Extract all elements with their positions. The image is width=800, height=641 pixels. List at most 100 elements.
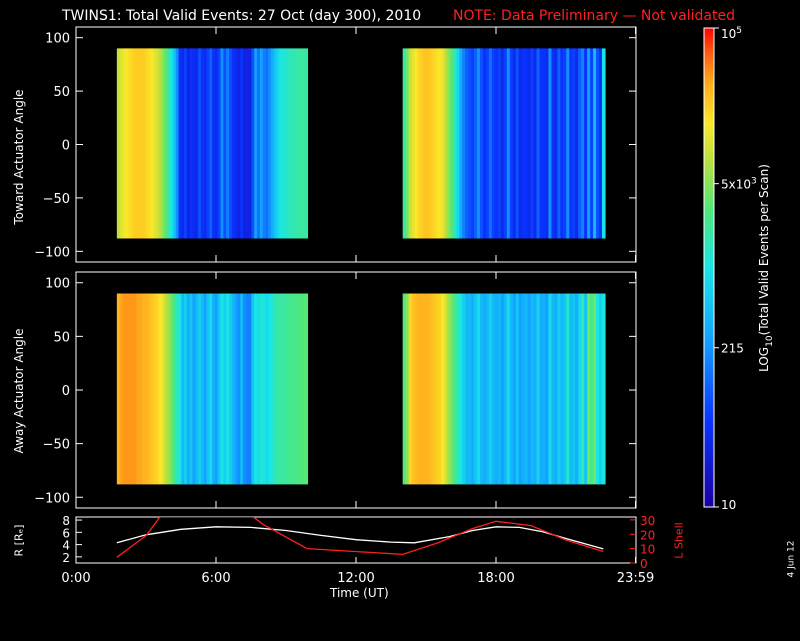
heatmap-column-p2-s1-29 <box>198 293 202 485</box>
heatmap-column-p2-s1-45 <box>242 293 247 485</box>
heatmap-column-p2-s2-28 <box>485 293 490 485</box>
panel3-y-label: R [Rₑ] <box>12 524 26 557</box>
heatmap-column-p1-s1-12 <box>150 48 154 239</box>
heatmap-column-p1-s1-35 <box>214 48 219 239</box>
heatmap-column-p1-s1-58 <box>279 48 283 239</box>
heatmap-column-p2-s1-12 <box>150 293 154 485</box>
heatmap-column-p2-s1-55 <box>271 293 275 485</box>
panel2-ytick-label-1: 50 <box>53 330 70 345</box>
heatmap-column-p2-s2-25 <box>477 293 481 485</box>
heatmap-column-p1-s1-46 <box>245 48 250 239</box>
heatmap-column-p2-s1-32 <box>206 293 210 485</box>
heatmap-column-p1-s2-29 <box>488 48 493 239</box>
heatmap-column-p1-s1-36 <box>217 48 222 239</box>
heatmap-column-p1-s1-7 <box>136 48 140 239</box>
heatmap-column-p2-s1-9 <box>142 293 146 485</box>
heatmap-column-p2-s2-5 <box>417 293 422 485</box>
heatmap-column-p2-s2-1 <box>405 293 410 485</box>
heatmap-column-p2-s1-27 <box>192 293 196 485</box>
heatmap-column-p2-s2-57 <box>572 293 576 485</box>
heatmap-column-p1-s2-56 <box>569 48 573 239</box>
heatmap-column-p1-s2-35 <box>506 48 511 239</box>
heatmap-column-p2-s1-17 <box>164 293 168 485</box>
colorbar-tick-label-1: 5x103 <box>721 177 757 192</box>
colorbar-label-prefix: LOG <box>757 347 771 372</box>
chart-canvas: 100500−50−100100500−50−100864230201000:0… <box>34 26 775 586</box>
heatmap-column-p1-s2-32 <box>497 48 502 239</box>
heatmap-column-p1-s1-11 <box>147 48 152 239</box>
heatmap-column-p1-s2-12 <box>438 48 442 239</box>
heatmap-column-p2-s2-58 <box>575 293 579 485</box>
heatmap-column-p2-s1-66 <box>301 293 306 485</box>
heatmap-column-p1-s1-16 <box>161 48 166 239</box>
heatmap-column-p2-s2-50 <box>551 293 555 485</box>
heatmap-column-p2-s1-5 <box>130 293 135 485</box>
heatmap-column-p2-s2-64 <box>593 293 597 485</box>
heatmap-column-p1-s2-51 <box>554 48 558 239</box>
heatmap-column-p2-s1-30 <box>200 293 205 485</box>
colorbar-label-subscript: 10 <box>765 335 775 347</box>
heatmap-column-p2-s1-47 <box>248 293 252 485</box>
heatmap-column-p2-s2-38 <box>515 293 520 485</box>
heatmap-column-p2-s1-50 <box>257 293 261 485</box>
colorbar-tick-label-0: 105 <box>721 26 742 41</box>
heatmap-column-p1-s1-55 <box>271 48 275 239</box>
panel3-y2tick-label-2: 10 <box>640 543 655 557</box>
heatmap-column-p1-s2-43 <box>530 48 535 239</box>
heatmap-column-p2-s2-37 <box>512 293 517 485</box>
x-tick-label-2: 12:00 <box>337 571 374 586</box>
heatmap-column-p2-s1-49 <box>254 293 258 485</box>
heatmap-column-p1-s2-1 <box>405 48 410 239</box>
heatmap-column-p2-s2-3 <box>411 293 416 485</box>
colorbar-tick-exponent-0: 5 <box>736 26 742 36</box>
heatmap-column-p1-s2-50 <box>551 48 555 239</box>
heatmap-column-p2-s2-14 <box>444 293 448 485</box>
x-tick-label-4: 23:59 <box>617 571 654 586</box>
heatmap-column-p1-s1-21 <box>175 48 180 239</box>
heatmap-column-p1-s2-37 <box>512 48 517 239</box>
heatmap-column-p2-s2-65 <box>596 293 600 485</box>
heatmap-column-p2-s2-47 <box>542 293 547 485</box>
heatmap-column-p2-s2-41 <box>524 293 529 485</box>
heatmap-column-p1-s2-59 <box>578 48 582 239</box>
heatmap-column-p2-s1-35 <box>214 293 219 485</box>
heatmap-column-p2-s1-15 <box>158 293 163 485</box>
heatmap-column-p1-s2-54 <box>563 48 567 239</box>
heatmap-column-p2-s2-42 <box>527 293 532 485</box>
heatmap-column-p2-s1-10 <box>144 293 149 485</box>
heatmap-column-p2-s2-53 <box>560 293 564 485</box>
heatmap-column-p1-s2-30 <box>491 48 496 239</box>
heatmap-column-p2-s1-36 <box>217 293 222 485</box>
heatmap-column-p2-s1-2 <box>122 293 126 485</box>
heatmap-column-p1-s2-63 <box>590 48 594 239</box>
heatmap-column-p1-s1-40 <box>228 48 233 239</box>
heatmap-column-p2-s2-36 <box>509 293 514 485</box>
heatmap-column-p1-s1-31 <box>203 48 208 239</box>
heatmap-column-p1-s1-24 <box>184 48 188 239</box>
heatmap-column-p1-s2-42 <box>527 48 532 239</box>
heatmap-column-p1-s1-57 <box>276 48 281 239</box>
heatmap-column-p2-s2-59 <box>578 293 582 485</box>
heatmap-column-p1-s2-58 <box>575 48 579 239</box>
heatmap-column-p1-s2-5 <box>417 48 422 239</box>
heatmap-column-p2-s2-20 <box>462 293 466 485</box>
heatmap-column-p2-s2-52 <box>557 293 561 485</box>
heatmap-column-p2-s1-19 <box>170 293 174 485</box>
heatmap-column-p2-s2-23 <box>471 293 475 485</box>
heatmap-column-p2-s2-46 <box>539 293 544 485</box>
heatmap-column-p1-s2-36 <box>509 48 514 239</box>
heatmap-column-p2-s2-56 <box>569 293 573 485</box>
heatmap-column-p2-s1-44 <box>240 293 244 485</box>
heatmap-column-p2-s2-18 <box>456 293 460 485</box>
heatmap-column-p1-s1-14 <box>156 48 160 239</box>
heatmap-column-p2-s2-29 <box>488 293 493 485</box>
panel1-ytick-label-4: −100 <box>34 245 70 260</box>
heatmap-column-p1-s1-8 <box>139 48 143 239</box>
heatmap-column-p2-s2-30 <box>491 293 496 485</box>
heatmap-column-p1-s1-63 <box>293 48 297 239</box>
panel3-ytick-label-0: 8 <box>62 514 70 528</box>
heatmap-column-p1-s2-0 <box>402 48 407 239</box>
heatmap-column-p2-s1-28 <box>195 293 199 485</box>
heatmap-column-p1-s2-46 <box>539 48 544 239</box>
heatmap-column-p1-s1-51 <box>259 48 264 239</box>
